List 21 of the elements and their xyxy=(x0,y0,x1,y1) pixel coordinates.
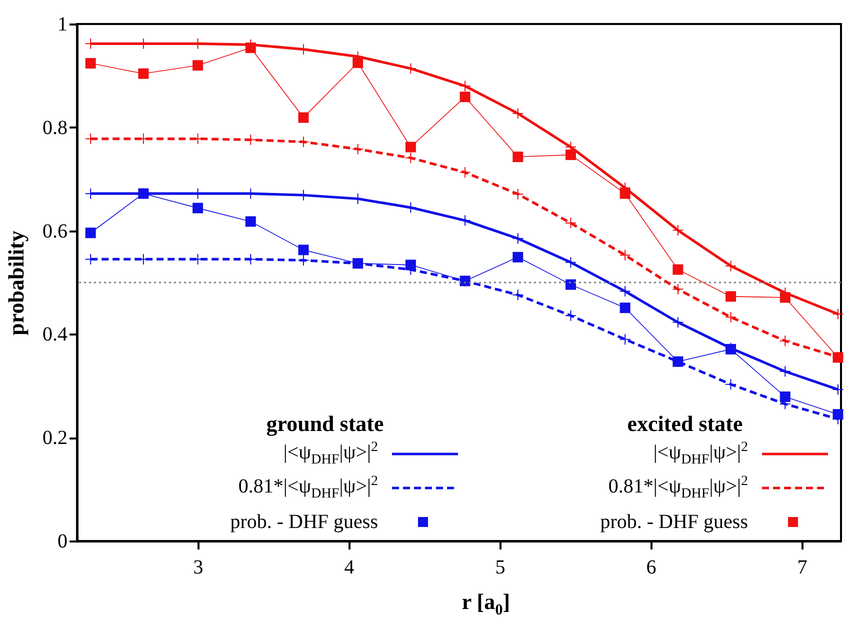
legend-label: 0.81*|<ψ$_{DHF}$|ψ>|$^{2}$ xyxy=(238,474,378,502)
y-tick-label: 0 xyxy=(58,530,68,552)
legend-label: prob. - DHF guess xyxy=(600,510,748,534)
y-tick-label: 1 xyxy=(58,14,68,36)
x-tick-label: 7 xyxy=(797,556,808,578)
y-tick-label: 0.4 xyxy=(42,324,68,346)
legend-label: |<ψ$_{DHF}$|ψ>|$^{2}$ xyxy=(283,440,378,468)
x-tick-label: 5 xyxy=(495,556,506,578)
y-tick-label: 0.8 xyxy=(42,116,68,139)
x-axis-title: r [a$_{0}$] xyxy=(460,588,512,619)
y-tick-label: 0.6 xyxy=(42,220,68,242)
legend-label: 0.81*|<ψ$_{DHF}$|ψ>|$^{2}$ xyxy=(608,474,748,502)
y-tick-label: 0.2 xyxy=(42,427,68,450)
annotation: ground state xyxy=(265,411,385,437)
x-tick-label: 6 xyxy=(646,556,656,578)
x-tick-label: 4 xyxy=(344,556,354,578)
x-tick-label: 3 xyxy=(193,556,204,578)
legend-label: prob. - DHF guess xyxy=(230,510,378,534)
y-axis-title: probability xyxy=(4,230,28,336)
legend-label: |<ψ$_{DHF}$|ψ>|$^{2}$ xyxy=(653,440,748,468)
annotation: excited state xyxy=(626,411,744,437)
